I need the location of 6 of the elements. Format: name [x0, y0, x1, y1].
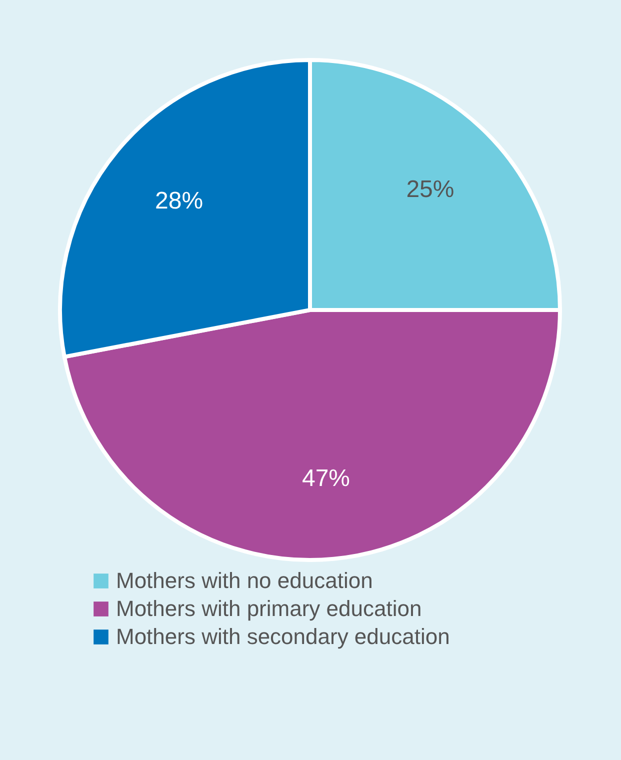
- legend-label: Mothers with no education: [116, 568, 373, 593]
- data-label: 28%: [154, 188, 204, 215]
- data-label: 47%: [302, 465, 350, 492]
- legend-label: Mothers with primary education: [116, 596, 422, 621]
- data-label: 25%: [406, 176, 454, 203]
- legend-label: Mothers with secondary education: [116, 624, 450, 649]
